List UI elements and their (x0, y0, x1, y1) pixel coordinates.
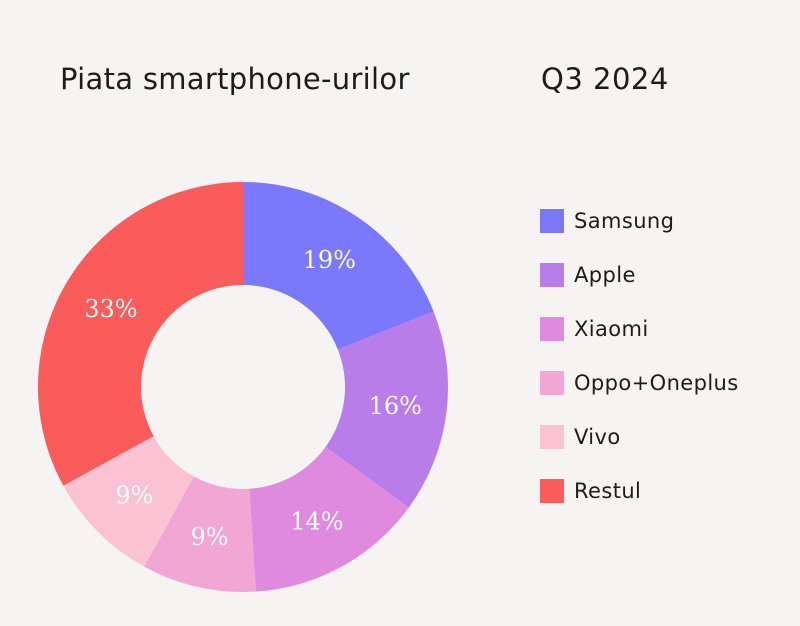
slice-vivo (63, 436, 194, 567)
legend-label-vivo: Vivo (574, 425, 621, 449)
legend-item-xiaomi: Xiaomi (540, 316, 739, 342)
legend-swatch-xiaomi (540, 317, 564, 341)
legend-label-xiaomi: Xiaomi (574, 317, 649, 341)
legend-swatch-samsung (540, 209, 564, 233)
slice-label-samsung: 19% (303, 246, 356, 274)
slice-restul (37, 181, 244, 486)
legend-item-vivo: Vivo (540, 424, 739, 450)
legend-item-oppo-oneplus: Oppo+Oneplus (540, 370, 739, 396)
legend-item-restul: Restul (540, 478, 739, 504)
legend-swatch-oppo-oneplus (540, 371, 564, 395)
slice-label-apple: 16% (369, 392, 422, 420)
slice-xiaomi (249, 446, 409, 592)
slice-label-vivo: 9% (115, 482, 153, 510)
legend-label-oppo-oneplus: Oppo+Oneplus (574, 371, 739, 395)
page-title: Piata smartphone-urilor (60, 62, 410, 96)
legend-item-apple: Apple (540, 262, 739, 288)
period-label: Q3 2024 (541, 62, 669, 96)
legend-swatch-apple (540, 263, 564, 287)
slice-label-xiaomi: 14% (290, 508, 343, 536)
slice-oppo-oneplus (144, 476, 256, 592)
legend-item-samsung: Samsung (540, 208, 739, 234)
chart-legend: Samsung Apple Xiaomi Oppo+Oneplus Vivo R… (540, 208, 739, 532)
slice-label-oppo-oneplus: 9% (190, 523, 228, 551)
slice-label-restul: 33% (84, 295, 137, 323)
legend-label-restul: Restul (574, 479, 642, 503)
legend-label-samsung: Samsung (574, 209, 675, 233)
legend-swatch-vivo (540, 425, 564, 449)
slice-apple (325, 311, 449, 508)
legend-label-apple: Apple (574, 263, 636, 287)
slice-samsung (243, 182, 434, 350)
legend-swatch-restul (540, 479, 564, 503)
